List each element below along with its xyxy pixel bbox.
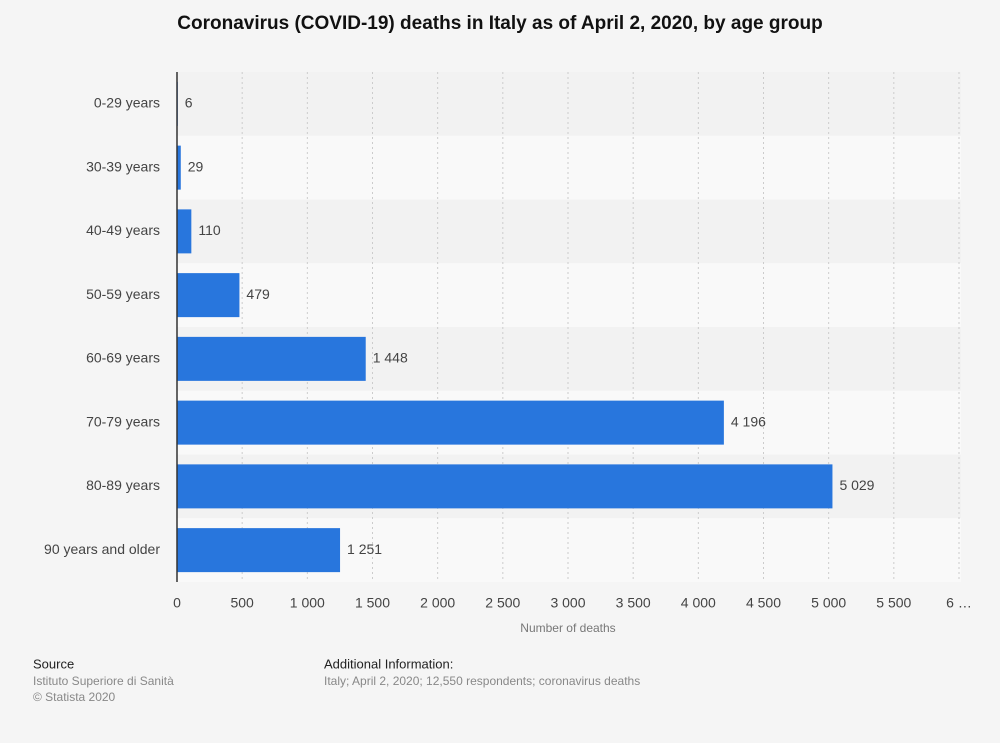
y-tick-label: 50-59 years: [86, 286, 160, 302]
data-label: 110: [198, 222, 221, 238]
data-label: 5 029: [839, 477, 874, 493]
info: Italy; April 2, 2020; 12,550 respondents…: [324, 674, 640, 688]
row-band: [177, 199, 961, 264]
bar: [177, 528, 341, 573]
data-label: 1 251: [347, 541, 382, 557]
row-band: [177, 263, 961, 327]
y-tick-label: 60-69 years: [86, 350, 160, 366]
y-tick-label: 70-79 years: [86, 413, 160, 429]
y-tick-label: 0-29 years: [94, 95, 160, 111]
chart-title: Coronavirus (COVID-19) deaths in Italy a…: [177, 13, 822, 34]
x-tick-label: 1 500: [355, 595, 390, 611]
x-axis-label: Number of deaths: [520, 621, 615, 635]
y-tick-label: 80-89 years: [86, 477, 160, 493]
bar: [177, 336, 366, 381]
y-tick-label: 30-39 years: [86, 158, 160, 174]
x-tick-label: 2 000: [420, 595, 455, 611]
x-tick-label: 3 000: [550, 595, 585, 611]
x-tick-label: 4 500: [746, 595, 781, 611]
row-band: [177, 135, 961, 200]
copyright: © Statista 2020: [33, 690, 116, 704]
source-heading: Source: [33, 656, 74, 671]
bar: [177, 464, 833, 509]
x-tick-label: 3 500: [616, 595, 651, 611]
x-tick-label: 1 000: [290, 595, 325, 611]
info-heading: Additional Information:: [324, 656, 453, 671]
bar: [177, 400, 724, 445]
data-label: 4 196: [731, 413, 766, 429]
x-tick-label: 5 000: [811, 595, 846, 611]
x-tick-label: 0: [173, 595, 181, 611]
x-tick-label: 500: [230, 595, 254, 611]
y-tick-label: 90 years and older: [44, 541, 160, 557]
bar: [177, 145, 181, 190]
x-tick-label: 5 500: [876, 595, 911, 611]
data-label: 479: [246, 286, 270, 302]
bar: [177, 209, 192, 254]
y-tick-label: 40-49 years: [86, 222, 160, 238]
data-label: 1 448: [373, 350, 408, 366]
bar: [177, 273, 240, 318]
data-label: 6: [185, 95, 193, 111]
x-tick-label: 6 …: [946, 595, 972, 611]
row-band: [177, 72, 961, 136]
x-tick-label: 4 000: [681, 595, 716, 611]
data-label: 29: [188, 158, 204, 174]
source: Istituto Superiore di Sanità: [33, 674, 174, 688]
x-tick-label: 2 500: [485, 595, 520, 611]
